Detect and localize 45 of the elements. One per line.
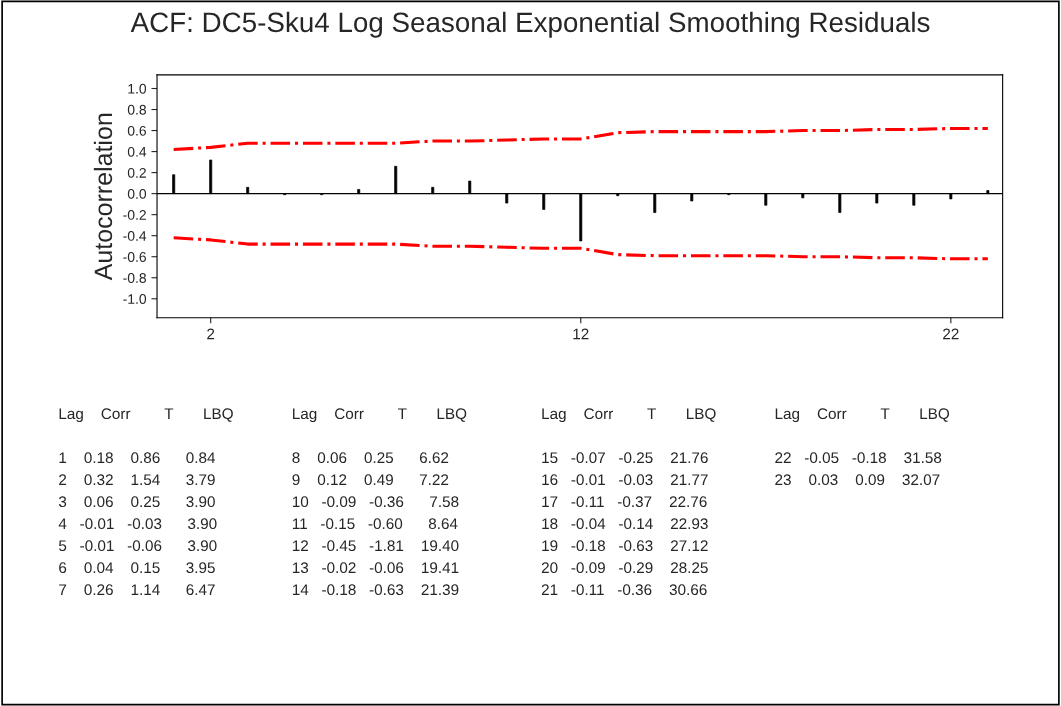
x-tick-label: 22	[943, 328, 959, 340]
text: Lag Corr T LBQ	[775, 408, 950, 423]
y-tick-label: 1.0	[128, 83, 147, 94]
text: 18 -0.04 -0.14 22.93	[542, 518, 708, 530]
text: 17 -0.11 -0.37 22.76	[542, 496, 707, 508]
y-tick-label: 0.0	[127, 188, 147, 199]
text: 7 0.26 1.14 6.47	[59, 584, 215, 596]
y-tick-label: -0.6	[123, 252, 146, 262]
text: 3 0.06 0.25 3.90	[58, 496, 215, 508]
y-tick-label: -0.4	[123, 231, 147, 241]
text: 19 -0.18 -0.63 27.12	[542, 540, 708, 552]
y-tick-label: 0.2	[127, 167, 146, 178]
text: 12 -0.45 -1.81 19.40	[292, 540, 459, 552]
text: 11 -0.15 -0.60 8.64	[292, 518, 458, 530]
text: 21 -0.11 -0.36 30.66	[541, 584, 707, 596]
y-tick-label: -1.0	[123, 294, 147, 304]
text: 22 -0.05 -0.18 31.58	[775, 452, 942, 464]
text: 16 -0.01 -0.03 21.77	[542, 474, 708, 486]
text: 20 -0.09 -0.29 28.25	[541, 562, 708, 574]
text: 5 -0.01 -0.06 3.90	[58, 540, 217, 552]
y-axis-title: Autocorrelation	[93, 113, 113, 281]
chart-title: ACF: DC5-Sku4 Log Seasonal Exponential Smoothing Residuals	[130, 11, 930, 38]
y-tick-label: -0.2	[123, 210, 146, 220]
text: Lag Corr T LBQ	[542, 408, 716, 423]
text: 10 -0.09 -0.36 7.58	[292, 496, 459, 508]
y-tick-label: -0.8	[123, 273, 147, 283]
y-tick-label: 0.4	[127, 146, 147, 157]
text: Lag Corr T LBQ	[293, 408, 467, 423]
text: 9 0.12 0.49 7.22	[292, 474, 449, 486]
text: 2 0.32 1.54 3.79	[59, 474, 215, 486]
y-tick-label: 0.8	[127, 104, 147, 115]
text: 13 -0.02 -0.06 19.41	[292, 562, 459, 574]
text: 8 0.06 0.25 6.62	[292, 452, 449, 464]
x-tick-label: 2	[207, 328, 215, 340]
line-series	[172, 236, 990, 261]
text: 4 -0.01 -0.03 3.90	[58, 518, 217, 530]
text: 14 -0.18 -0.63 21.39	[292, 584, 459, 596]
text: 23 0.03 0.09 32.07	[775, 474, 940, 486]
x-tick-label: 12	[573, 328, 589, 340]
text: 1 0.18 0.86 0.84	[59, 452, 216, 464]
line-series	[172, 126, 990, 152]
y-tick-label: 0.6	[127, 125, 146, 136]
text: 6 0.04 0.15 3.95	[59, 562, 215, 574]
text: Lag Corr T LBQ	[59, 408, 233, 423]
text: 15 -0.07 -0.25 21.76	[542, 452, 708, 464]
